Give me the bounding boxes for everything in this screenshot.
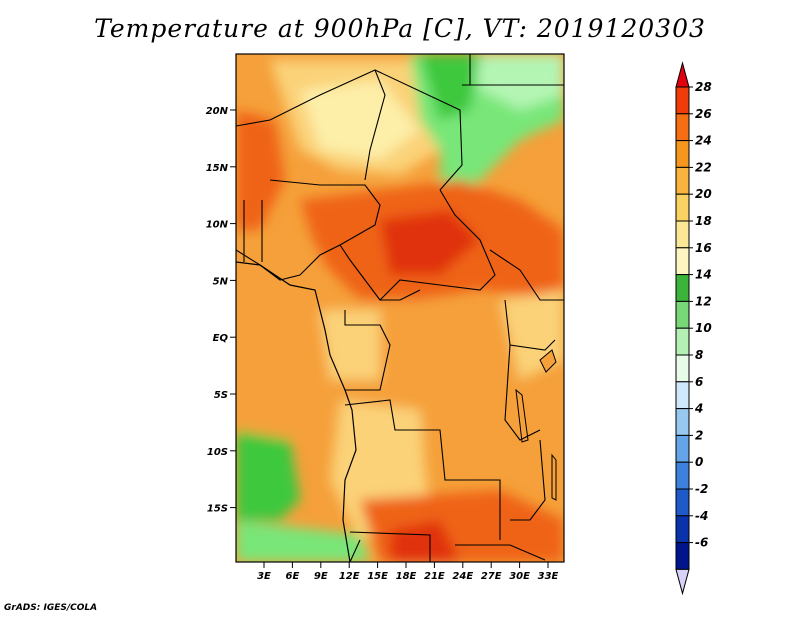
colorbar-swatch <box>675 220 690 249</box>
lon-label: 33E <box>538 571 559 582</box>
green-zone-ne-light <box>470 54 564 110</box>
lon-label: 9E <box>314 571 328 582</box>
longitude-axis: 3E 6E 9E 12E 15E 18E 21E 24E 27E 30E 33E <box>257 562 559 582</box>
colorbar-label: 28 <box>695 80 712 94</box>
colorbar-label: 22 <box>695 160 712 174</box>
colorbar-label: 8 <box>695 348 703 362</box>
green-zone-sw <box>236 430 300 520</box>
colorbar-label: -6 <box>695 536 708 550</box>
pale-zone-gabon <box>320 310 380 380</box>
colorbar-label: 12 <box>695 294 712 308</box>
colorbar-label: 4 <box>694 402 703 416</box>
colorbar-label: 0 <box>695 455 703 469</box>
colorbar-swatch <box>675 408 690 436</box>
hot-zone-nw <box>236 110 285 230</box>
colorbar-label: 20 <box>695 187 712 201</box>
colorbar-label: 2 <box>695 428 703 442</box>
latitude-axis: 20N 15N 10N 5N EQ 5S 10S 15S <box>206 106 236 515</box>
lon-label: 12E <box>339 571 360 582</box>
lon-label: 21E <box>424 571 445 582</box>
colorbar-swatch <box>675 247 690 276</box>
map-frame <box>235 53 565 563</box>
colorbar-label: 26 <box>695 107 712 121</box>
colorbar-label: 6 <box>695 375 703 389</box>
pale-zone-west <box>236 250 330 440</box>
hot-core-south <box>390 520 460 562</box>
lake-tanganyika <box>515 388 529 443</box>
colorbar-swatch <box>675 488 690 517</box>
map-title: Temperature at 900hPa [C], VT: 201912030… <box>94 14 706 43</box>
lon-label: 24E <box>452 571 473 582</box>
lat-label: 5S <box>214 390 228 401</box>
lon-label: 30E <box>509 571 530 582</box>
country-borders <box>236 54 564 562</box>
lake-malawi <box>551 453 557 501</box>
colorbar-swatch <box>675 542 690 570</box>
lon-label: 18E <box>396 571 417 582</box>
lat-label: 20N <box>206 106 229 117</box>
temperature-field <box>236 54 564 562</box>
colorbar-swatch <box>675 434 690 463</box>
colorbar-label: 10 <box>695 321 712 335</box>
colorbar-bottom-arrow <box>675 568 690 596</box>
lake-victoria <box>539 349 557 373</box>
colorbar-swatch <box>675 86 690 115</box>
lon-label: 15E <box>367 571 388 582</box>
colorbar-label: 24 <box>695 134 712 148</box>
lat-label: 10S <box>207 447 228 458</box>
lat-label: 15N <box>206 163 229 174</box>
colorbar-swatch <box>675 381 690 410</box>
lat-label: 10N <box>206 220 229 231</box>
colorbar-top-arrow <box>675 61 690 88</box>
hot-core-central <box>380 210 480 275</box>
lon-label: 27E <box>481 571 502 582</box>
colorbar-label: 16 <box>695 241 712 255</box>
credit-label: GrADS: IGES/COLA <box>4 603 98 613</box>
colorbar-swatch <box>675 113 690 142</box>
green-zone-ne-dark <box>420 54 480 120</box>
colorbar-swatch <box>675 140 690 168</box>
pale-zone-center <box>300 80 420 160</box>
colorbar-swatch <box>675 327 690 356</box>
colorbar-label: 18 <box>695 214 712 228</box>
colorbar-swatch <box>675 300 690 329</box>
colorbar-label: 14 <box>695 268 712 282</box>
coastline <box>236 261 357 562</box>
colorbar-swatch <box>675 461 690 490</box>
colorbar-swatch <box>675 274 690 302</box>
lon-label: 6E <box>286 571 300 582</box>
colorbar-label: -2 <box>695 482 708 496</box>
colorbar-swatch <box>675 193 690 222</box>
green-zone-sw-light <box>236 520 370 562</box>
lon-label: 3E <box>257 571 271 582</box>
colorbar-swatch <box>675 354 690 383</box>
colorbar-swatch <box>675 515 690 544</box>
lat-label: 5N <box>213 276 229 287</box>
lat-label: EQ <box>213 333 229 344</box>
colorbar-swatch <box>675 166 690 195</box>
colorbar-label: -4 <box>695 509 708 523</box>
lat-label: 15S <box>207 504 228 515</box>
